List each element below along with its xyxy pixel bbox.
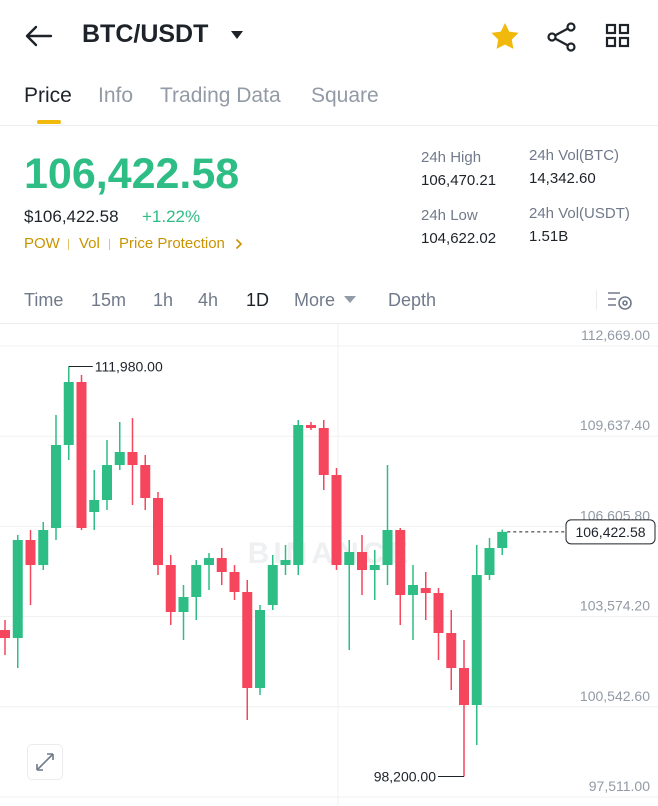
candle-body <box>12 539 23 638</box>
watermark: BINANCE <box>248 537 413 570</box>
candle-body <box>89 500 100 512</box>
stat-label: 24h Vol(BTC) <box>529 147 620 164</box>
tag[interactable]: Vol <box>79 235 100 252</box>
interval[interactable]: More <box>294 290 336 310</box>
candle-body <box>446 633 457 668</box>
annotation-label: 98,200.00 <box>374 769 436 785</box>
candle-body <box>344 552 355 566</box>
candle-body <box>331 475 342 566</box>
divider <box>596 290 597 310</box>
candle-body <box>395 529 406 596</box>
candle-body <box>216 557 227 573</box>
tab[interactable]: Info <box>98 84 134 107</box>
stat-label: 24h High <box>421 149 482 166</box>
tag[interactable]: Price Protection <box>119 235 225 252</box>
tag[interactable]: POW <box>24 235 60 252</box>
stat-value: 14,342.60 <box>529 170 596 187</box>
candle-body <box>459 667 469 706</box>
interval[interactable]: Time <box>24 290 64 310</box>
candle-body <box>484 547 495 576</box>
chart-settings-icon[interactable] <box>606 290 634 312</box>
expand-button[interactable] <box>27 744 63 780</box>
candle-body <box>63 382 74 445</box>
candle-body <box>114 452 125 466</box>
candle-body <box>267 565 278 606</box>
y-tick-label: 100,542.60 <box>580 688 650 704</box>
y-tick-label: 97,511.00 <box>589 778 650 794</box>
candle-body <box>204 557 214 566</box>
back-icon[interactable] <box>24 24 54 48</box>
candle-body <box>382 529 393 566</box>
chart-border <box>0 323 658 324</box>
interval[interactable]: 1D <box>246 290 270 310</box>
candle-body <box>420 588 431 594</box>
candle-body <box>51 444 61 529</box>
interval[interactable]: 1h <box>153 290 174 310</box>
candle-body <box>25 539 36 566</box>
candle-body <box>76 382 87 529</box>
interval[interactable]: 4h <box>198 290 219 310</box>
tab-indicator <box>37 120 61 124</box>
stat-label: 24h Low <box>421 207 478 224</box>
candle-body <box>306 424 316 428</box>
more-caret[interactable] <box>344 296 356 304</box>
stat-value: 104,622.02 <box>421 230 497 247</box>
candlestick-chart: BINANCE 97,511.00 100,542.60 103,574.20 106,… <box>0 323 658 806</box>
candle-body <box>433 593 444 633</box>
candle-body <box>0 629 10 638</box>
candle-body <box>102 465 112 501</box>
stat-label: 24h Vol(USDT) <box>529 205 630 222</box>
candle-body <box>471 575 482 706</box>
share-icon[interactable] <box>546 22 578 52</box>
divider <box>0 125 658 126</box>
y-tick-label: 109,637.40 <box>580 417 650 433</box>
pair-title[interactable]: BTC/USDT <box>82 20 209 48</box>
stat-value: 1.51B <box>529 228 569 245</box>
interval[interactable]: 15m <box>91 290 127 310</box>
candle-body <box>280 560 291 566</box>
tag-divider <box>109 239 110 250</box>
candle-body <box>38 529 49 566</box>
candle-body <box>497 531 508 548</box>
tag-divider <box>68 239 69 250</box>
candle-body <box>140 465 151 499</box>
candle-body <box>255 610 265 689</box>
y-tick-label: 103,574.20 <box>580 598 650 614</box>
candle-body <box>191 565 202 597</box>
last-price-label: 106,422.58 <box>575 524 645 540</box>
candle-body <box>153 498 163 566</box>
candle-body <box>318 428 329 476</box>
usd-price: $106,422.58 <box>24 207 119 226</box>
candle-body <box>369 565 380 571</box>
tab[interactable]: Trading Data <box>160 84 281 107</box>
candle-body <box>229 572 240 592</box>
candle-body <box>293 424 304 566</box>
favorite-star[interactable] <box>490 22 520 50</box>
candle-body <box>408 585 418 596</box>
tab[interactable]: Square <box>311 84 379 107</box>
last-price-box <box>565 519 656 545</box>
y-tick-label: 112,669.00 <box>581 327 650 343</box>
grid-icon[interactable] <box>605 23 631 49</box>
chevron <box>235 238 243 250</box>
candle-body <box>127 452 138 466</box>
candle-body <box>242 592 253 689</box>
candle-body <box>178 596 189 612</box>
annotation-label: 111,980.00 <box>95 359 163 375</box>
dropdown-caret[interactable] <box>230 30 244 40</box>
tab[interactable]: Price <box>24 84 72 107</box>
candle-body <box>357 552 367 571</box>
interval[interactable]: Depth <box>388 290 437 310</box>
expand-icon <box>36 753 54 771</box>
stat-value: 106,470.21 <box>421 172 497 189</box>
candle-body <box>165 565 176 612</box>
price-change: +1.22% <box>142 207 201 226</box>
last-price: 106,422.58 <box>24 150 240 198</box>
